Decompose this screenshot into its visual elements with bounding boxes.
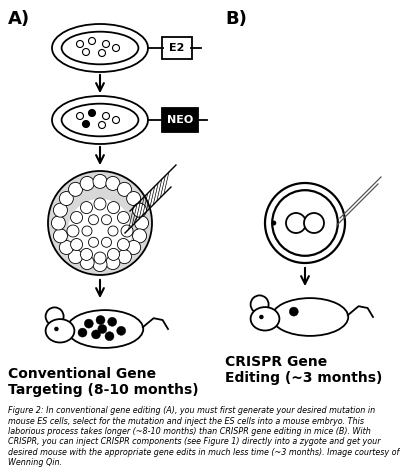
Circle shape bbox=[112, 44, 120, 51]
Ellipse shape bbox=[52, 96, 148, 144]
Circle shape bbox=[76, 41, 84, 48]
FancyBboxPatch shape bbox=[162, 37, 192, 59]
Text: B): B) bbox=[225, 10, 247, 28]
Circle shape bbox=[304, 213, 324, 233]
Circle shape bbox=[102, 237, 112, 247]
Circle shape bbox=[127, 192, 141, 205]
Circle shape bbox=[82, 120, 90, 127]
Circle shape bbox=[68, 199, 132, 263]
Circle shape bbox=[118, 211, 130, 223]
Circle shape bbox=[93, 174, 107, 188]
Ellipse shape bbox=[250, 307, 279, 330]
Circle shape bbox=[80, 248, 92, 261]
Circle shape bbox=[102, 41, 110, 48]
Text: A): A) bbox=[8, 10, 30, 28]
Circle shape bbox=[51, 216, 66, 230]
Circle shape bbox=[80, 255, 94, 270]
Circle shape bbox=[118, 182, 132, 196]
Circle shape bbox=[84, 319, 93, 328]
Circle shape bbox=[93, 258, 107, 271]
Circle shape bbox=[102, 215, 112, 225]
Circle shape bbox=[108, 202, 120, 214]
Circle shape bbox=[78, 328, 87, 337]
Circle shape bbox=[80, 177, 94, 190]
Text: E2: E2 bbox=[169, 43, 185, 53]
Circle shape bbox=[272, 190, 338, 256]
Text: CRISPR Gene
Editing (~3 months): CRISPR Gene Editing (~3 months) bbox=[225, 355, 382, 385]
Circle shape bbox=[88, 237, 98, 247]
Ellipse shape bbox=[67, 310, 143, 348]
Text: Figure 2: In conventional gene editing (A), you must first generate your desired: Figure 2: In conventional gene editing (… bbox=[8, 406, 399, 467]
Ellipse shape bbox=[272, 298, 348, 336]
Circle shape bbox=[121, 225, 133, 237]
Circle shape bbox=[92, 330, 100, 339]
Text: Conventional Gene
Targeting (8-10 months): Conventional Gene Targeting (8-10 months… bbox=[8, 367, 199, 397]
Circle shape bbox=[88, 37, 96, 44]
Circle shape bbox=[108, 226, 118, 236]
Circle shape bbox=[67, 225, 79, 237]
Circle shape bbox=[118, 238, 130, 251]
Circle shape bbox=[80, 202, 92, 214]
Circle shape bbox=[117, 326, 126, 335]
Circle shape bbox=[68, 250, 82, 264]
Circle shape bbox=[105, 332, 114, 341]
Circle shape bbox=[286, 213, 306, 233]
Circle shape bbox=[70, 211, 82, 223]
Circle shape bbox=[82, 49, 90, 56]
Circle shape bbox=[265, 183, 345, 263]
Circle shape bbox=[259, 315, 264, 319]
Circle shape bbox=[96, 315, 105, 325]
Circle shape bbox=[108, 248, 120, 261]
Circle shape bbox=[250, 295, 269, 313]
Circle shape bbox=[54, 229, 68, 243]
Circle shape bbox=[102, 112, 110, 119]
Circle shape bbox=[68, 182, 82, 196]
Circle shape bbox=[127, 240, 141, 254]
Circle shape bbox=[289, 307, 298, 316]
Circle shape bbox=[94, 198, 106, 210]
Circle shape bbox=[112, 117, 120, 124]
Circle shape bbox=[59, 240, 73, 254]
Circle shape bbox=[88, 215, 98, 225]
Circle shape bbox=[88, 110, 96, 117]
Circle shape bbox=[59, 192, 73, 205]
FancyBboxPatch shape bbox=[162, 108, 198, 132]
Circle shape bbox=[98, 325, 107, 334]
Circle shape bbox=[76, 112, 84, 119]
Circle shape bbox=[94, 252, 106, 264]
Circle shape bbox=[82, 226, 92, 236]
Circle shape bbox=[54, 203, 68, 217]
Circle shape bbox=[271, 220, 276, 226]
Circle shape bbox=[108, 317, 117, 326]
Ellipse shape bbox=[46, 319, 74, 343]
Circle shape bbox=[106, 255, 120, 270]
Circle shape bbox=[132, 203, 146, 217]
Circle shape bbox=[134, 216, 149, 230]
Circle shape bbox=[98, 121, 106, 128]
Text: NEO: NEO bbox=[167, 115, 193, 125]
Circle shape bbox=[46, 307, 64, 325]
Circle shape bbox=[132, 229, 146, 243]
Circle shape bbox=[118, 250, 132, 264]
Circle shape bbox=[98, 50, 106, 57]
Circle shape bbox=[48, 171, 152, 275]
Circle shape bbox=[54, 327, 59, 331]
Ellipse shape bbox=[52, 24, 148, 72]
Circle shape bbox=[106, 177, 120, 190]
Circle shape bbox=[70, 238, 82, 251]
